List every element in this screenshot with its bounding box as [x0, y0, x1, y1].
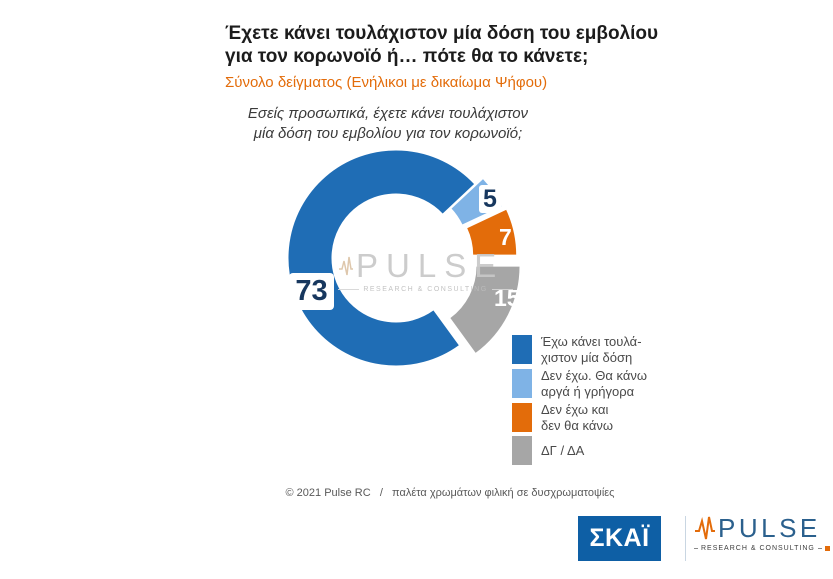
donut-slice [287, 149, 476, 367]
pulse-logo: PULSE RESEARCH & CONSULTING [694, 513, 830, 552]
value-label-will-do: 5 [479, 185, 501, 213]
legend-swatch-gray [512, 436, 532, 465]
legend-item-dk-na: ΔΓ / ΔΑ [512, 436, 647, 465]
pulse-logo-subtitle-row: RESEARCH & CONSULTING [694, 545, 830, 552]
legend-swatch-dark-blue [512, 335, 532, 364]
page-title-line2: για τον κορωνοϊό ή… πότε θα το κάνετε; [225, 46, 589, 67]
legend-label-will-do: Δεν έχω. Θα κάνω αργά ή γρήγορα [541, 368, 647, 399]
skai-logo: ΣΚΑΪ [578, 516, 661, 561]
pulse-logo-wordmark: PULSE [718, 513, 821, 543]
pulse-logo-waveform-icon [695, 516, 715, 540]
value-label-dk-na: 15 [494, 285, 520, 311]
legend-item-will-do: Δεν έχω. Θα κάνω αργά ή γρήγορα [512, 368, 647, 399]
chart-legend: Έχω κάνει τουλά- χιστον μία δόση Δεν έχω… [512, 334, 647, 465]
value-label-dose-done: 73 [289, 273, 334, 310]
page-title-line1: Έχετε κάνει τουλάχιστον μία δόση του εμβ… [225, 23, 659, 44]
pulse-logo-row: PULSE [694, 513, 824, 543]
pulse-logo-rule-left [694, 548, 698, 549]
chart-question-line1: Εσείς προσωπικά, έχετε κάνει τουλάχιστον [247, 105, 529, 122]
legend-swatch-orange [512, 403, 532, 432]
legend-label-dk-na: ΔΓ / ΔΑ [541, 442, 585, 458]
chart-question-line2: μία δόση του εμβολίου για τον κορωνοϊό; [253, 125, 523, 142]
legend-item-wont-do: Δεν έχω και δεν θα κάνω [512, 402, 647, 433]
pulse-logo-orange-square [824, 546, 830, 551]
chart-question: Εσείς προσωπικά, έχετε κάνει τουλάχιστον… [96, 104, 680, 144]
legend-label-dose-done: Έχω κάνει τουλά- χιστον μία δόση [541, 334, 642, 365]
sample-subtitle: Σύνολο δείγματος (Ενήλικοι με δικαίωμα Ψ… [225, 74, 548, 91]
legend-swatch-light-blue [512, 369, 532, 398]
legend-label-wont-do: Δεν έχω και δεν θα κάνω [541, 402, 614, 433]
footer-credit: © 2021 Pulse RC / παλέτα χρωμάτων φιλική… [285, 487, 615, 499]
legend-item-dose-done: Έχω κάνει τουλά- χιστον μία δόση [512, 334, 647, 365]
pulse-logo-subtitle: RESEARCH & CONSULTING [701, 545, 815, 552]
donut-slice [465, 208, 518, 256]
skai-logo-text: ΣΚΑΪ [589, 524, 650, 552]
pulse-logo-rule-right [817, 548, 822, 549]
donut-slice [448, 265, 521, 355]
logo-divider [685, 516, 686, 561]
header: Έχετε κάνει τουλάχιστον μία δόση του εμβ… [225, 22, 658, 91]
value-label-wont-do: 7 [499, 224, 512, 250]
